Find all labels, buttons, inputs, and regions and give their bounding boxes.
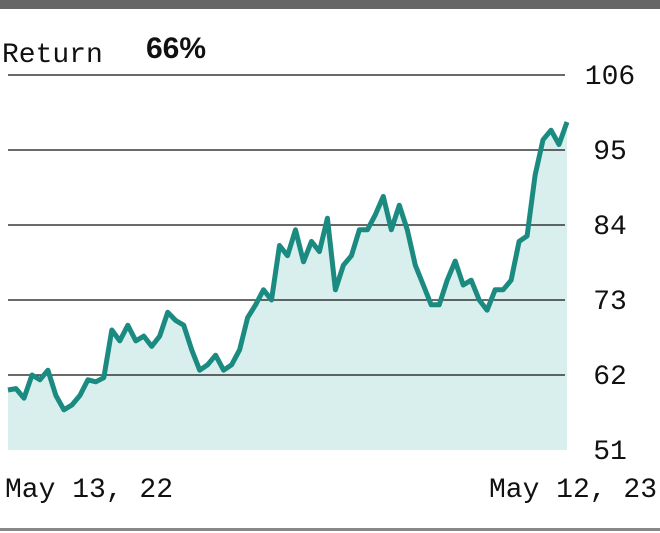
line [7, 121, 570, 413]
y-tick-label: 51 [593, 437, 627, 468]
y-tick-label: 73 [593, 287, 627, 318]
y-tick-label: 84 [593, 212, 627, 243]
y-tick-label: 95 [593, 137, 627, 168]
bottom-rule [0, 528, 660, 531]
return-value: 66% [146, 32, 206, 65]
x-tick-label: May 13, 22 [5, 475, 173, 506]
y-tick-label: 62 [593, 362, 627, 393]
y-tick-label: 106 [585, 62, 635, 93]
chart-title: Return [2, 40, 103, 71]
top-bar [0, 0, 660, 9]
area [8, 122, 567, 450]
x-tick-label: May 12, 23 [489, 475, 657, 506]
